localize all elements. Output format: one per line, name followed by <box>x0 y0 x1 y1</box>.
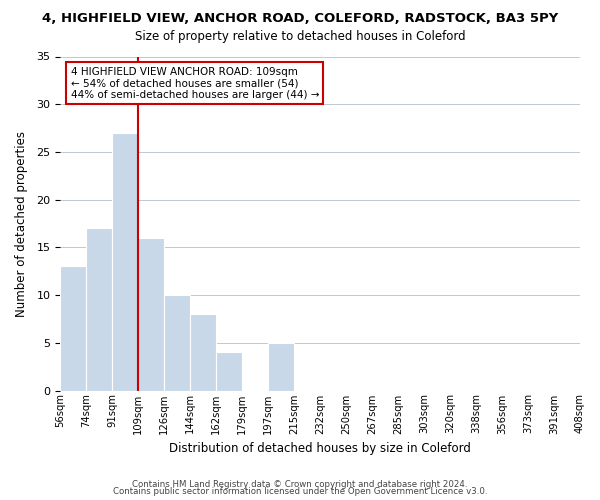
Bar <box>138 238 164 390</box>
Text: Contains HM Land Registry data © Crown copyright and database right 2024.: Contains HM Land Registry data © Crown c… <box>132 480 468 489</box>
Bar <box>112 133 138 390</box>
Text: 4 HIGHFIELD VIEW ANCHOR ROAD: 109sqm
← 54% of detached houses are smaller (54)
4: 4 HIGHFIELD VIEW ANCHOR ROAD: 109sqm ← 5… <box>71 66 319 100</box>
X-axis label: Distribution of detached houses by size in Coleford: Distribution of detached houses by size … <box>169 442 471 455</box>
Bar <box>60 266 86 390</box>
Bar <box>190 314 216 390</box>
Bar <box>86 228 112 390</box>
Bar <box>164 295 190 390</box>
Text: 4, HIGHFIELD VIEW, ANCHOR ROAD, COLEFORD, RADSTOCK, BA3 5PY: 4, HIGHFIELD VIEW, ANCHOR ROAD, COLEFORD… <box>42 12 558 26</box>
Text: Contains public sector information licensed under the Open Government Licence v3: Contains public sector information licen… <box>113 488 487 496</box>
Bar <box>268 343 294 390</box>
Bar <box>216 352 242 391</box>
Text: Size of property relative to detached houses in Coleford: Size of property relative to detached ho… <box>134 30 466 43</box>
Y-axis label: Number of detached properties: Number of detached properties <box>15 130 28 316</box>
